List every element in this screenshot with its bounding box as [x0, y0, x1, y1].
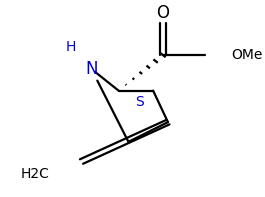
- Text: H: H: [65, 40, 76, 54]
- Text: S: S: [135, 95, 144, 110]
- Text: O: O: [157, 4, 170, 22]
- Text: OMe: OMe: [231, 48, 262, 62]
- Text: H2C: H2C: [21, 167, 50, 181]
- Text: N: N: [85, 60, 98, 78]
